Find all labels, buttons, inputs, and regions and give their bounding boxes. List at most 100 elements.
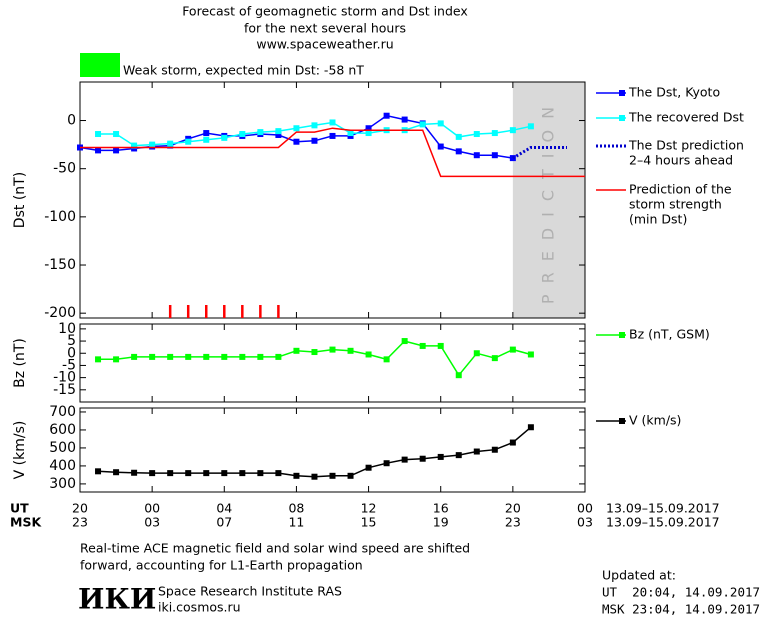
data-point <box>293 472 300 479</box>
data-point <box>185 353 192 360</box>
legend-label: Bz (nT, GSM) <box>629 327 710 342</box>
data-point <box>257 470 264 477</box>
data-point <box>491 446 498 453</box>
x-tick-label-msk: 03 <box>144 515 160 530</box>
y-tick-label: -15 <box>53 382 76 398</box>
data-point <box>221 470 228 477</box>
y-tick-label: 10 <box>58 321 76 337</box>
data-point <box>491 152 498 159</box>
data-point <box>221 134 228 141</box>
data-point <box>311 349 318 356</box>
data-point <box>95 131 102 138</box>
data-point <box>347 472 354 479</box>
note-line: Real-time ACE magnetic field and solar w… <box>80 541 470 556</box>
data-point <box>473 131 480 138</box>
data-point <box>419 121 426 128</box>
data-point <box>455 133 462 140</box>
data-point <box>455 148 462 155</box>
data-point <box>185 138 192 145</box>
data-point <box>113 131 120 138</box>
data-point <box>383 356 390 363</box>
y-tick-label: 5 <box>67 333 76 349</box>
data-point <box>527 424 534 431</box>
data-point <box>203 353 210 360</box>
legend-label: The Dst prediction <box>628 138 744 153</box>
x-tick-label-msk: 07 <box>216 515 232 530</box>
data-point <box>455 372 462 379</box>
data-point <box>311 137 318 144</box>
y-tick-label: 700 <box>49 404 76 420</box>
legend-label: storm strength <box>629 197 722 212</box>
y-axis-label: Bz (nT) <box>12 338 28 388</box>
y-axis-label: Dst (nT) <box>12 172 28 228</box>
x-tick-label-ut: 08 <box>288 501 304 516</box>
data-point <box>509 155 516 162</box>
data-point <box>257 353 264 360</box>
legend-marker <box>619 418 625 424</box>
y-tick-label: -200 <box>44 305 76 321</box>
data-point <box>185 470 192 477</box>
data-point <box>113 147 120 154</box>
data-point <box>329 132 336 139</box>
data-point <box>347 347 354 354</box>
data-point <box>149 353 156 360</box>
x-tick-label-msk: 23 <box>505 515 521 530</box>
data-point <box>473 448 480 455</box>
y-tick-label: 300 <box>49 476 76 492</box>
legend-label: (min Dst) <box>629 212 687 227</box>
data-point <box>365 351 372 358</box>
data-point <box>149 470 156 477</box>
data-point <box>419 455 426 462</box>
x-tick-label-ut: 12 <box>361 501 377 516</box>
series-line <box>80 127 585 178</box>
data-point <box>383 112 390 119</box>
date-range: 13.09–15.09.2017 <box>606 501 720 516</box>
y-tick-label: 500 <box>49 440 76 456</box>
data-point <box>203 136 210 143</box>
data-point <box>167 140 174 147</box>
data-point <box>95 356 102 363</box>
data-point <box>167 470 174 477</box>
y-axis-label: V (km/s) <box>12 421 28 480</box>
storm-label: Weak storm, expected min Dst: -58 nT <box>123 63 364 78</box>
data-point <box>437 342 444 349</box>
data-point <box>275 131 282 138</box>
msk-label: MSK <box>10 515 42 530</box>
data-point <box>275 353 282 360</box>
institute-name: Space Research Institute RAS <box>158 584 342 599</box>
x-tick-label-ut: 16 <box>433 501 449 516</box>
title-line: for the next several hours <box>244 21 406 36</box>
x-tick-label-msk: 03 <box>577 515 593 530</box>
data-point <box>275 128 282 135</box>
data-point <box>131 142 138 149</box>
data-point <box>329 346 336 353</box>
y-tick-label: -100 <box>44 209 76 225</box>
updated-label: Updated at: <box>602 568 676 583</box>
data-point <box>509 346 516 353</box>
data-point <box>347 130 354 137</box>
data-point <box>113 356 120 363</box>
data-point <box>527 123 534 130</box>
data-point <box>149 141 156 148</box>
data-point <box>293 125 300 132</box>
y-tick-label: 600 <box>49 422 76 438</box>
x-tick-label-msk: 15 <box>361 515 377 530</box>
data-point <box>131 353 138 360</box>
updated-msk: MSK 23:04, 14.09.2017 <box>602 602 760 617</box>
data-point <box>293 347 300 354</box>
data-point <box>131 469 138 476</box>
x-tick-label-ut: 00 <box>144 501 160 516</box>
data-point <box>311 473 318 480</box>
data-point <box>257 129 264 136</box>
data-point <box>95 147 102 154</box>
y-tick-label: -10 <box>53 370 76 386</box>
x-tick-label-msk: 23 <box>72 515 88 530</box>
data-point <box>239 353 246 360</box>
institute-url: iki.cosmos.ru <box>158 600 241 615</box>
data-point <box>509 439 516 446</box>
legend-label: The Dst, Kyoto <box>628 85 720 100</box>
x-tick-label-ut: 00 <box>577 501 593 516</box>
storm-swatch <box>80 53 120 77</box>
data-point <box>329 472 336 479</box>
